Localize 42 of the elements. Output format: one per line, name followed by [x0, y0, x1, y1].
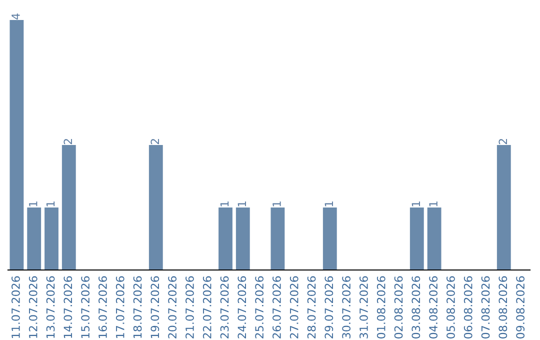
- data-label: 1: [412, 201, 420, 206]
- x-tick-label: 21.07.2026: [186, 276, 194, 338]
- x-tick-label: 31.07.2026: [360, 276, 368, 338]
- data-label: 2: [498, 139, 507, 144]
- x-tick-label: 05.08.2026: [446, 276, 455, 338]
- x-tick-label: 15.07.2026: [81, 276, 90, 338]
- x-tick-label: 01.08.2026: [376, 276, 386, 338]
- x-tick-label: 23.07.2026: [220, 276, 229, 338]
- x-tick-label: 13.07.2026: [46, 276, 55, 338]
- x-tick-label: 30.07.2026: [342, 276, 351, 338]
- x-tick-label: 29.07.2026: [324, 276, 334, 338]
- x-tick-label: 25.07.2026: [255, 276, 264, 338]
- data-label: 1: [238, 201, 246, 206]
- x-tick-label: 17.07.2026: [116, 276, 124, 338]
- x-tick-label: 06.08.2026: [464, 276, 472, 338]
- data-label: 1: [324, 201, 333, 206]
- x-tick-label: 16.07.2026: [98, 276, 107, 338]
- x-tick-label: 12.07.2026: [28, 276, 38, 338]
- data-label: 1: [46, 201, 55, 206]
- x-tick-label: 27.07.2026: [290, 276, 298, 338]
- x-tick-label: 07.08.2026: [481, 276, 490, 338]
- data-label: 1: [429, 201, 438, 206]
- x-tick-label: 22.07.2026: [202, 276, 212, 338]
- x-tick-label: 04.08.2026: [429, 276, 438, 338]
- data-label: 2: [64, 139, 72, 144]
- x-tick-label: 09.08.2026: [516, 276, 525, 338]
- data-label: 4: [12, 14, 20, 20]
- x-tick-label: 08.08.2026: [498, 276, 508, 338]
- data-label: 1: [220, 201, 229, 206]
- x-tick-label: 11.07.2026: [12, 276, 20, 338]
- data-label: 1: [29, 201, 38, 206]
- x-tick-label: 24.07.2026: [238, 276, 246, 338]
- x-tick-label: 28.07.2026: [307, 276, 316, 338]
- x-tick-label: 19.07.2026: [150, 276, 160, 338]
- x-tick-label: 18.07.2026: [133, 276, 142, 338]
- x-tick-label: 20.07.2026: [168, 276, 177, 338]
- x-tick-label: 03.08.2026: [412, 276, 420, 338]
- x-tick-label: 02.08.2026: [394, 276, 403, 338]
- x-tick-label: 26.07.2026: [272, 276, 281, 338]
- x-tick-label: 14.07.2026: [64, 276, 72, 338]
- data-label: 2: [150, 139, 159, 144]
- data-label: 1: [272, 201, 281, 206]
